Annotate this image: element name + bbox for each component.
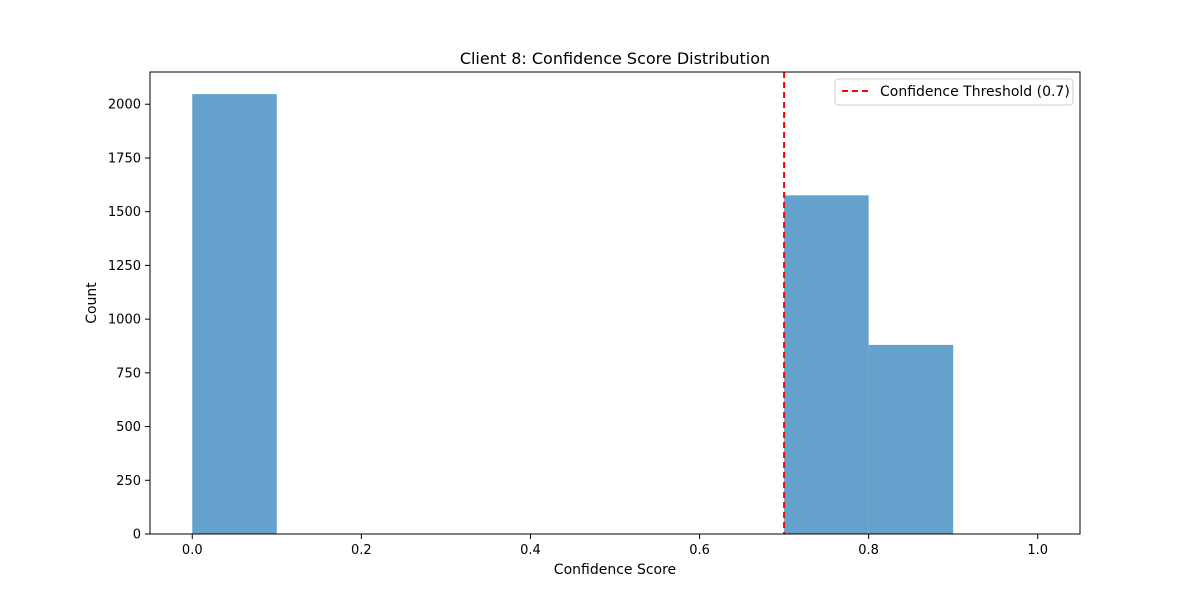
y-axis: 0 250 500 750 1000 1250 1500 1750 2000 <box>108 98 150 543</box>
x-tick-label: 0.8 <box>858 543 879 558</box>
legend-threshold-label: Confidence Threshold (0.7) <box>880 84 1070 100</box>
y-tick-label: 1000 <box>108 313 141 328</box>
y-tick-label: 2000 <box>108 98 141 113</box>
y-axis-label: Count <box>84 282 100 324</box>
histogram-bar-0 <box>192 94 277 534</box>
x-axis: 0.0 0.2 0.4 0.6 0.8 1.0 <box>182 534 1048 558</box>
y-tick-label: 1500 <box>108 205 141 220</box>
legend-box <box>834 78 1074 106</box>
histogram-bar-8 <box>868 344 954 534</box>
y-tick-label: 750 <box>116 366 141 381</box>
y-tick-label: 250 <box>116 474 141 489</box>
legend: Confidence Threshold (0.7) <box>834 78 1074 106</box>
y-tick-label: 500 <box>116 420 141 435</box>
x-axis-label: Confidence Score <box>554 562 676 578</box>
x-tick-label: 0.0 <box>182 543 203 558</box>
x-tick-label: 0.2 <box>351 543 372 558</box>
chart-title: Client 8: Confidence Score Distribution <box>460 49 770 68</box>
histogram-bars <box>192 94 954 534</box>
y-tick-label: 0 <box>133 528 141 543</box>
plot-frame <box>149 71 1081 535</box>
x-tick-label: 0.6 <box>689 543 710 558</box>
x-tick-label: 0.4 <box>520 543 541 558</box>
y-tick-label: 1250 <box>108 259 141 274</box>
histogram-bar-7 <box>784 195 869 534</box>
y-tick-label: 1750 <box>108 151 141 166</box>
x-tick-label: 1.0 <box>1027 543 1048 558</box>
